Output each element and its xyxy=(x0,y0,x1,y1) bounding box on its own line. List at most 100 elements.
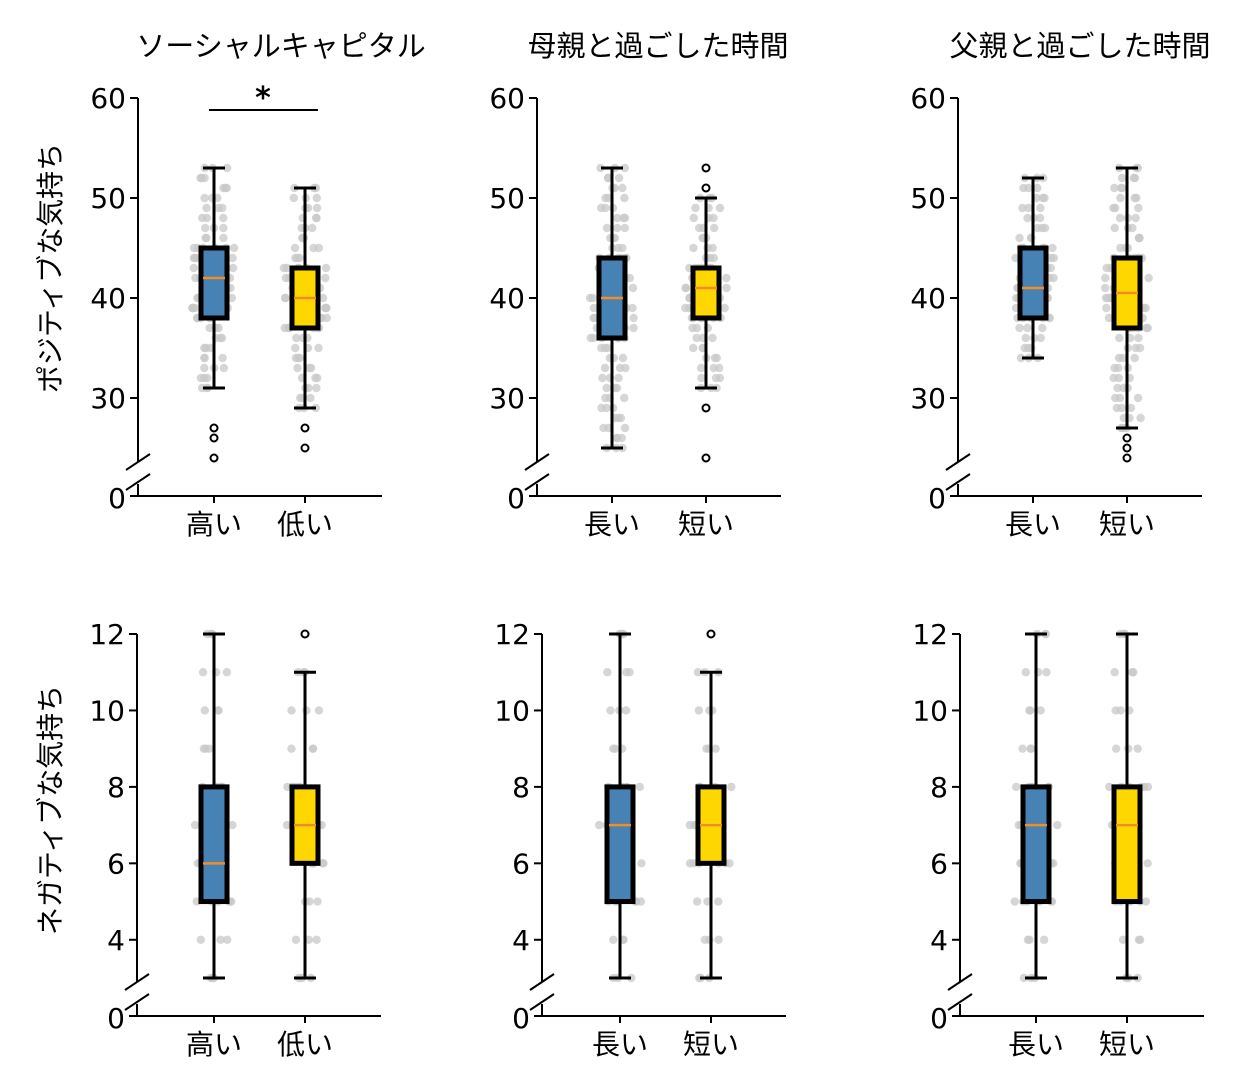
jitter-point xyxy=(598,373,607,383)
jitter-point xyxy=(618,183,627,193)
jitter-point xyxy=(629,313,638,323)
jitter-point xyxy=(290,243,300,253)
jitter-point xyxy=(292,333,301,343)
jitter-point xyxy=(1115,393,1125,403)
jitter-point xyxy=(589,303,599,313)
iqr-box xyxy=(198,784,230,905)
jitter-point xyxy=(588,293,597,303)
jitter-point xyxy=(1011,782,1021,792)
jitter-point xyxy=(599,423,608,433)
jitter-point xyxy=(613,213,622,223)
outlier-point xyxy=(300,629,310,639)
x-tick-label: 低い xyxy=(277,1028,333,1061)
jitter-point xyxy=(614,173,624,183)
jitter-point xyxy=(620,423,630,433)
y-tick-label: 8 xyxy=(930,771,948,804)
jitter-point xyxy=(305,897,314,906)
jitter-point xyxy=(202,203,211,213)
outlier-point xyxy=(300,423,310,433)
jitter-point xyxy=(199,744,209,753)
jitter-point xyxy=(1046,253,1056,263)
outlier-point xyxy=(300,443,310,453)
jitter-point xyxy=(619,213,628,223)
outlier-point xyxy=(209,423,219,433)
iqr-box xyxy=(1111,784,1143,905)
jitter-point xyxy=(612,433,622,443)
jitter-point xyxy=(321,273,330,283)
jitter-point xyxy=(600,343,610,353)
jitter-point xyxy=(1131,213,1140,223)
y-tick-label: 40 xyxy=(489,282,525,315)
outlier-point xyxy=(706,629,716,639)
jitter-point xyxy=(1117,173,1127,183)
jitter-point xyxy=(314,706,324,715)
jitter-point xyxy=(696,363,706,373)
y-tick-label: 6 xyxy=(512,847,530,880)
jitter-point xyxy=(1105,782,1114,792)
outlier-point xyxy=(209,433,219,443)
jitter-point xyxy=(318,293,328,303)
jitter-point xyxy=(628,303,637,313)
jitter-point xyxy=(314,343,323,353)
box-first xyxy=(190,629,237,983)
axis-break-mark xyxy=(529,993,555,1011)
jitter-point xyxy=(1141,303,1150,313)
jitter-point xyxy=(1046,263,1056,273)
outlier-point xyxy=(701,403,711,413)
box-first xyxy=(1011,173,1059,363)
jitter-point xyxy=(711,744,720,753)
jitter-point xyxy=(589,333,598,343)
jitter-point xyxy=(205,323,214,333)
box-first xyxy=(1010,629,1062,983)
jitter-point xyxy=(1023,323,1032,333)
jitter-point xyxy=(296,393,305,403)
y-tick-label: 4 xyxy=(107,924,125,957)
jitter-point xyxy=(681,283,691,293)
jitter-point xyxy=(1110,363,1119,373)
jitter-point xyxy=(200,363,209,373)
x-tick-label: 高い xyxy=(186,1028,242,1061)
y-tick-label: 6 xyxy=(107,847,125,880)
jitter-point xyxy=(1130,353,1139,363)
jitter-point xyxy=(616,413,626,423)
jitter-point xyxy=(1133,744,1142,753)
x-tick-label: 低い xyxy=(277,508,333,541)
jitter-point xyxy=(1144,273,1153,283)
axis-break-mark xyxy=(124,993,150,1011)
jitter-point xyxy=(722,283,731,293)
outlier-point xyxy=(701,183,711,193)
jitter-point xyxy=(1033,183,1042,193)
jitter-point xyxy=(629,323,638,333)
y-tick-label: 8 xyxy=(512,771,530,804)
jitter-point xyxy=(628,283,638,293)
panel-4: ネガティブな気持ち 12 10 8 6 4 0 高い 低い xyxy=(34,618,381,1061)
jitter-point xyxy=(594,820,604,830)
jitter-point xyxy=(223,935,232,944)
jitter-point xyxy=(306,393,315,403)
jitter-point xyxy=(1110,183,1119,193)
jitter-point xyxy=(622,668,631,677)
jitter-point xyxy=(1023,213,1032,223)
jitter-point xyxy=(304,935,313,944)
jitter-point xyxy=(711,373,721,383)
jitter-point xyxy=(222,163,232,173)
jitter-point xyxy=(312,213,321,223)
jitter-point xyxy=(1037,223,1047,233)
jitter-point xyxy=(200,343,209,353)
jitter-point xyxy=(1036,333,1045,343)
iqr-box xyxy=(198,245,230,321)
jitter-point xyxy=(637,859,646,868)
jitter-point xyxy=(720,303,729,313)
jitter-point xyxy=(1110,223,1119,233)
jitter-point xyxy=(697,373,706,383)
jitter-point xyxy=(694,706,704,715)
jitter-point xyxy=(1053,820,1062,830)
jitter-point xyxy=(1015,233,1024,243)
jitter-point xyxy=(602,223,612,233)
jitter-point xyxy=(1115,333,1124,343)
box-second xyxy=(1100,163,1153,463)
jitter-point xyxy=(308,744,318,753)
jitter-point xyxy=(214,706,223,715)
jitter-point xyxy=(604,173,613,183)
